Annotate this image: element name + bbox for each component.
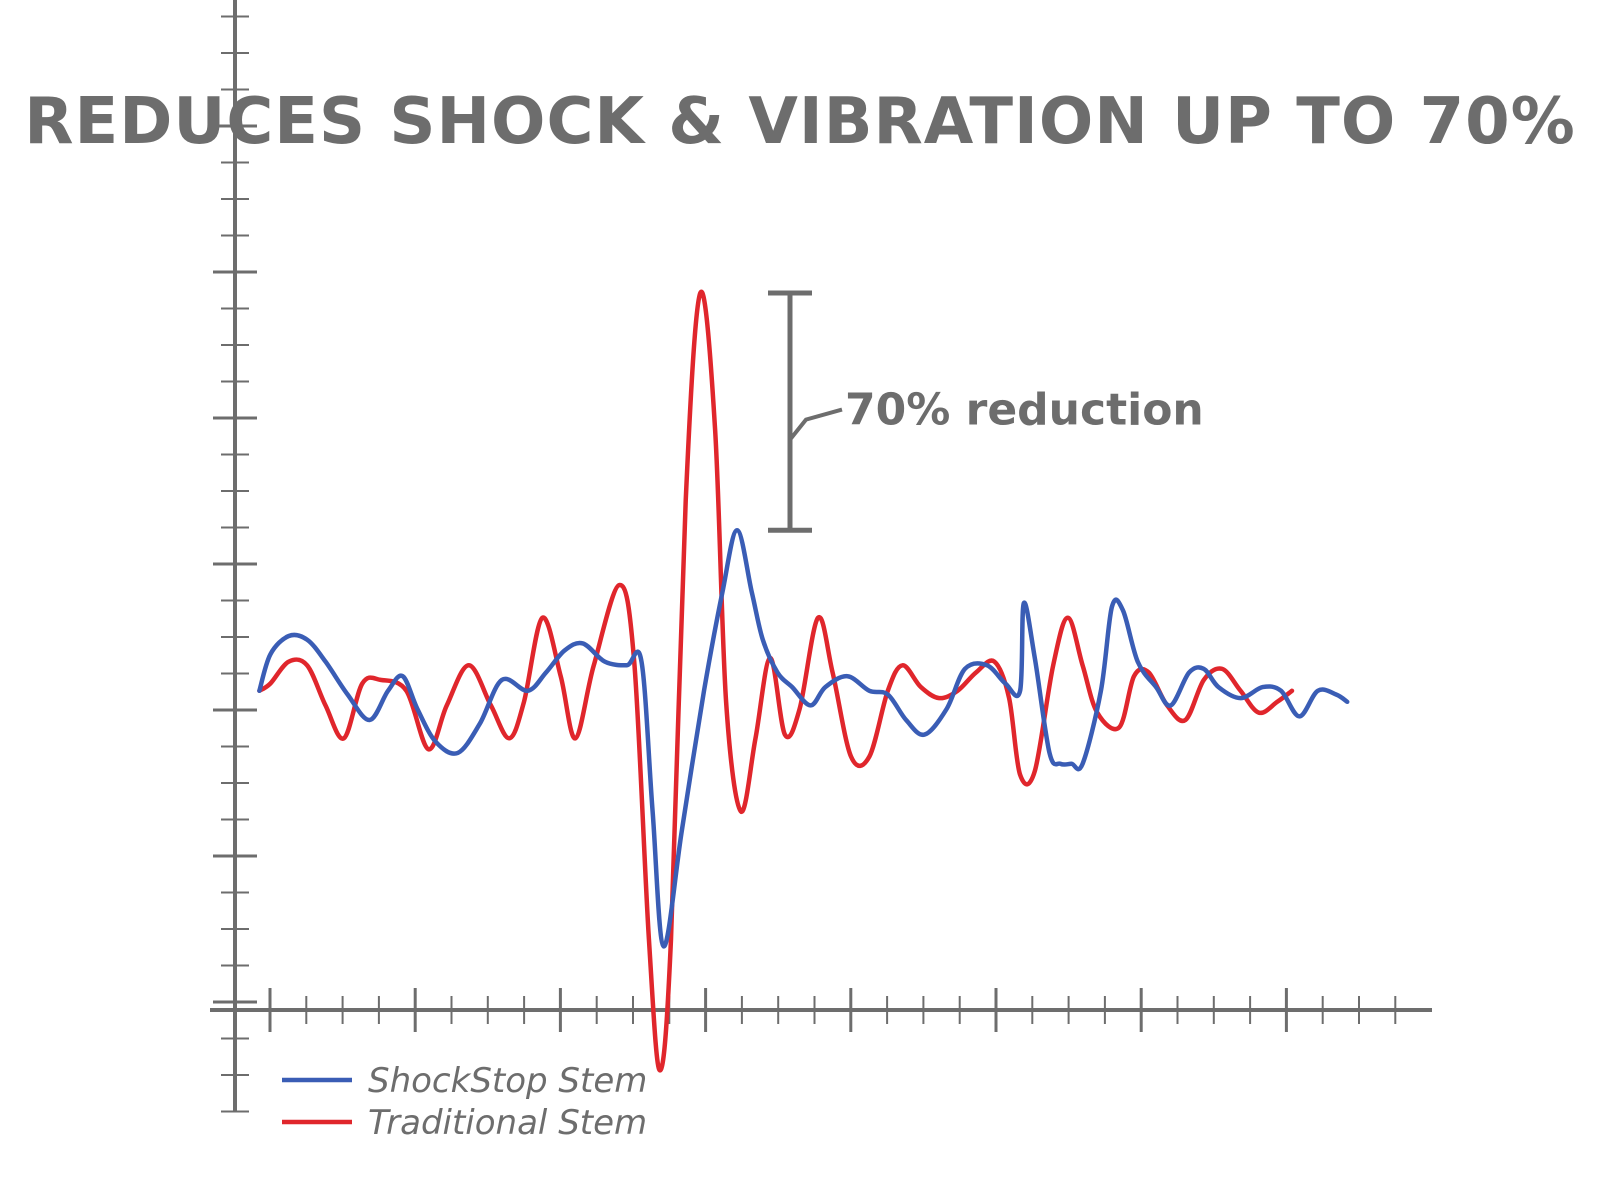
annotation-text: 70% reduction bbox=[845, 385, 1204, 436]
y-axis-ticks bbox=[213, 15, 257, 1113]
legend-label-traditional-stem: Traditional Stem bbox=[368, 1103, 647, 1143]
legend-label-shockstop-stem: ShockStop Stem bbox=[368, 1061, 647, 1101]
series-layer bbox=[257, 289, 1350, 1073]
series-line-shockstop-stem bbox=[257, 527, 1350, 949]
axes bbox=[210, 0, 1432, 1113]
chart-title: REDUCES SHOCK & VIBRATION UP TO 70% bbox=[24, 85, 1576, 159]
bracket-leader-line bbox=[788, 407, 843, 441]
series-line-traditional-stem bbox=[257, 289, 1295, 1073]
x-axis-ticks bbox=[268, 988, 1397, 1032]
reduction-annotation: 70% reduction bbox=[768, 290, 1204, 533]
